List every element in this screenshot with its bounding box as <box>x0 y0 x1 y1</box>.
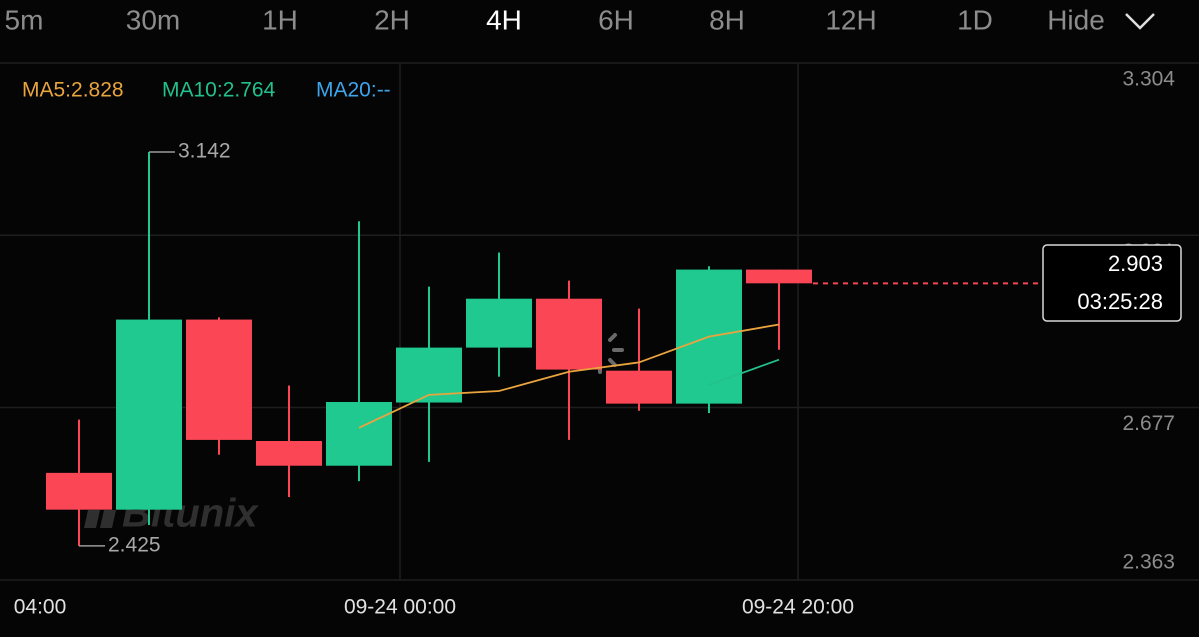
timeframe-tab[interactable]: 2H <box>374 4 410 35</box>
x-tick-label: 09-24 20:00 <box>742 596 854 619</box>
low-annotation: 2.425 <box>108 533 161 556</box>
high-annotation: 3.142 <box>178 140 231 163</box>
price-box <box>1042 244 1182 322</box>
timeframe-tab[interactable]: 8H <box>709 4 745 35</box>
timeframe-tab[interactable]: 30m <box>126 4 180 35</box>
countdown: 03:25:28 <box>1077 289 1163 314</box>
x-tick-label: 09-24 00:00 <box>344 596 456 619</box>
legend-entry: MA10:2.764 <box>162 79 276 102</box>
candle-body <box>466 298 532 348</box>
candle-body <box>536 298 602 370</box>
timeframe-tab[interactable]: Hide <box>1047 4 1105 35</box>
timeframe-tab[interactable]: 6H <box>598 4 634 35</box>
candle-body <box>746 269 812 284</box>
timeframe-tab[interactable]: 4H <box>486 4 522 35</box>
timeframe-tab[interactable]: 1H <box>262 4 298 35</box>
candle-body <box>256 440 322 466</box>
y-tick-label: 3.304 <box>1122 68 1175 91</box>
ma-line <box>358 323 780 429</box>
y-tick-label: 2.363 <box>1122 551 1175 574</box>
timeframe-tab[interactable]: 1D <box>957 4 993 35</box>
candle-body <box>326 401 392 466</box>
legend-entry: MA5:2.828 <box>22 79 124 102</box>
timeframe-tab[interactable]: 12H <box>825 4 876 35</box>
candle-body <box>116 319 182 510</box>
hide-chevron[interactable] <box>1125 13 1155 30</box>
watermark-logo <box>84 510 116 528</box>
current-price: 2.903 <box>1108 251 1163 276</box>
timeframe-tab[interactable]: 5m <box>5 4 44 35</box>
y-tick-label: 2.677 <box>1122 412 1175 435</box>
ma-line <box>708 358 780 386</box>
candle-body <box>46 472 112 510</box>
x-tick-label: 04:00 <box>14 596 67 619</box>
candle-body <box>186 319 252 440</box>
legend-entry: MA20:-- <box>316 79 391 102</box>
candle-body <box>606 370 672 404</box>
